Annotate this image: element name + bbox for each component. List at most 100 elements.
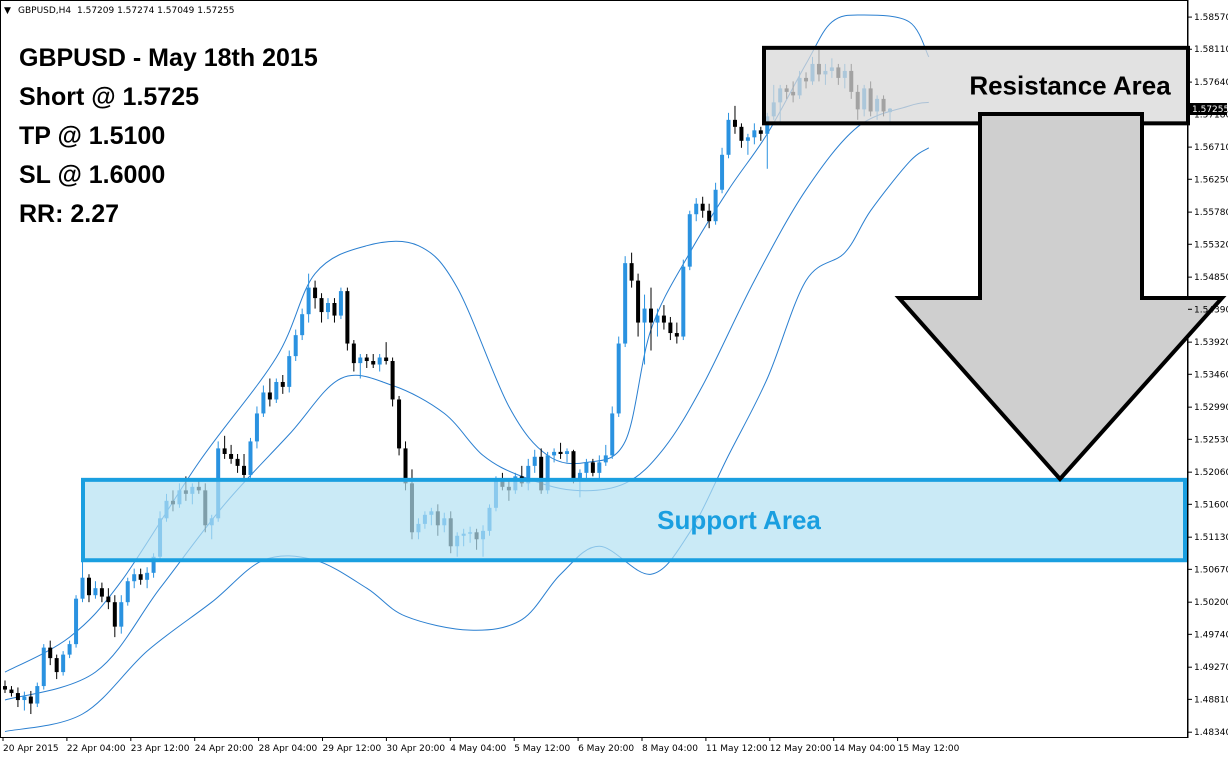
- price-tick-label: 1.58570: [1194, 13, 1228, 23]
- candle: [119, 595, 124, 634]
- candle: [364, 354, 369, 369]
- note-take-profit: TP @ 1.5100: [19, 122, 165, 150]
- candle-body: [248, 441, 253, 475]
- candle-body: [80, 577, 85, 599]
- candle: [700, 196, 705, 218]
- candle-body: [300, 314, 305, 336]
- candle: [112, 595, 117, 638]
- candle-body: [99, 588, 104, 597]
- candle-body: [319, 298, 324, 313]
- candle-body: [313, 287, 318, 299]
- candle: [235, 453, 240, 473]
- candle: [351, 340, 356, 372]
- candle-body: [235, 458, 240, 466]
- candle: [668, 316, 673, 341]
- candle: [28, 690, 33, 715]
- candle: [242, 453, 247, 480]
- candle: [22, 691, 27, 711]
- candle-body: [93, 588, 98, 596]
- candle-body: [661, 315, 666, 323]
- candle: [532, 449, 537, 473]
- candle: [54, 654, 59, 680]
- candle-body: [590, 462, 595, 473]
- candle: [345, 287, 350, 351]
- candle: [313, 280, 318, 309]
- candle-body: [74, 598, 79, 645]
- price-tick-label: 1.53460: [1194, 370, 1228, 380]
- candle: [293, 329, 298, 362]
- candle: [326, 298, 330, 320]
- price-tick-label: 1.57640: [1194, 78, 1228, 88]
- candle-body: [48, 647, 53, 659]
- candle-body: [597, 462, 602, 473]
- candle-body: [403, 448, 408, 484]
- candle-body: [545, 455, 550, 491]
- candle: [106, 588, 111, 610]
- candle: [720, 147, 725, 194]
- candle: [93, 581, 98, 599]
- candle-body: [526, 465, 531, 484]
- price-tick-label: 1.51600: [1194, 500, 1228, 510]
- resistance-area-label: Resistance Area: [969, 71, 1171, 101]
- candle-body: [132, 574, 137, 582]
- candle-body: [558, 451, 563, 454]
- candle: [274, 378, 279, 403]
- note-stop-loss: SL @ 1.6000: [19, 161, 165, 189]
- candle-body: [623, 263, 628, 344]
- candle-body: [571, 451, 576, 480]
- time-tick-label: 15 May 12:00: [898, 744, 960, 754]
- time-tick-label: 6 May 20:00: [578, 744, 634, 754]
- resistance-area-zone: [762, 45, 1190, 126]
- candle-body: [364, 357, 369, 362]
- candle-body: [681, 266, 686, 337]
- candle: [590, 458, 595, 477]
- candle-body: [629, 263, 634, 281]
- bollinger-lower-band: [4, 147, 930, 732]
- time-tick-label: 29 Apr 12:00: [323, 744, 382, 754]
- candle: [67, 640, 72, 659]
- candle-body: [345, 291, 350, 344]
- candle: [267, 378, 272, 407]
- candle: [603, 444, 608, 466]
- candle: [248, 437, 253, 478]
- candle-body: [642, 308, 647, 323]
- chart-symbol-timeframe: GBPUSD,H4: [18, 6, 71, 16]
- candle-body: [655, 315, 660, 323]
- candle: [674, 322, 679, 344]
- down-arrow-icon: [894, 112, 1227, 483]
- candle: [707, 203, 712, 229]
- note-title: GBPUSD - May 18th 2015: [19, 44, 318, 72]
- candle-body: [668, 322, 673, 334]
- candle-body: [326, 302, 330, 313]
- candle-body: [151, 556, 156, 573]
- note-entry: Short @ 1.5725: [19, 83, 199, 111]
- candle-body: [9, 689, 14, 694]
- candle: [390, 357, 395, 407]
- time-tick-label: 28 Apr 04:00: [259, 744, 318, 754]
- candle-body: [67, 644, 72, 655]
- candle-body: [720, 154, 725, 190]
- price-tick-label: 1.51130: [1194, 533, 1228, 543]
- candle: [358, 354, 363, 379]
- candle-body: [397, 399, 402, 449]
- candle-body: [713, 189, 718, 222]
- candle-body: [338, 291, 343, 316]
- candle: [15, 687, 20, 708]
- time-tick-label: 22 Apr 04:00: [67, 744, 126, 754]
- candle: [80, 560, 85, 603]
- chart-header-ohlc: 1.57209 1.57274 1.57049 1.57255: [77, 6, 234, 16]
- candle-body: [125, 581, 130, 603]
- candle-body: [636, 280, 641, 323]
- candle: [86, 574, 91, 603]
- time-axis: 20 Apr 2015 22 Apr 04:00 23 Apr 12:00 24 Ap…: [2, 737, 960, 754]
- candle: [125, 577, 130, 606]
- candle-body: [694, 203, 699, 215]
- price-tick-label: 1.57180: [1194, 110, 1228, 120]
- candle: [681, 259, 686, 341]
- candle-body: [532, 456, 537, 466]
- price-axis: 1.58570 1.58110 1.57640 1.57180 1.56710 1.562…: [1188, 13, 1228, 738]
- price-tick-label: 1.58110: [1194, 45, 1228, 55]
- candle: [687, 210, 692, 271]
- time-tick-label: 5 May 12:00: [514, 744, 570, 754]
